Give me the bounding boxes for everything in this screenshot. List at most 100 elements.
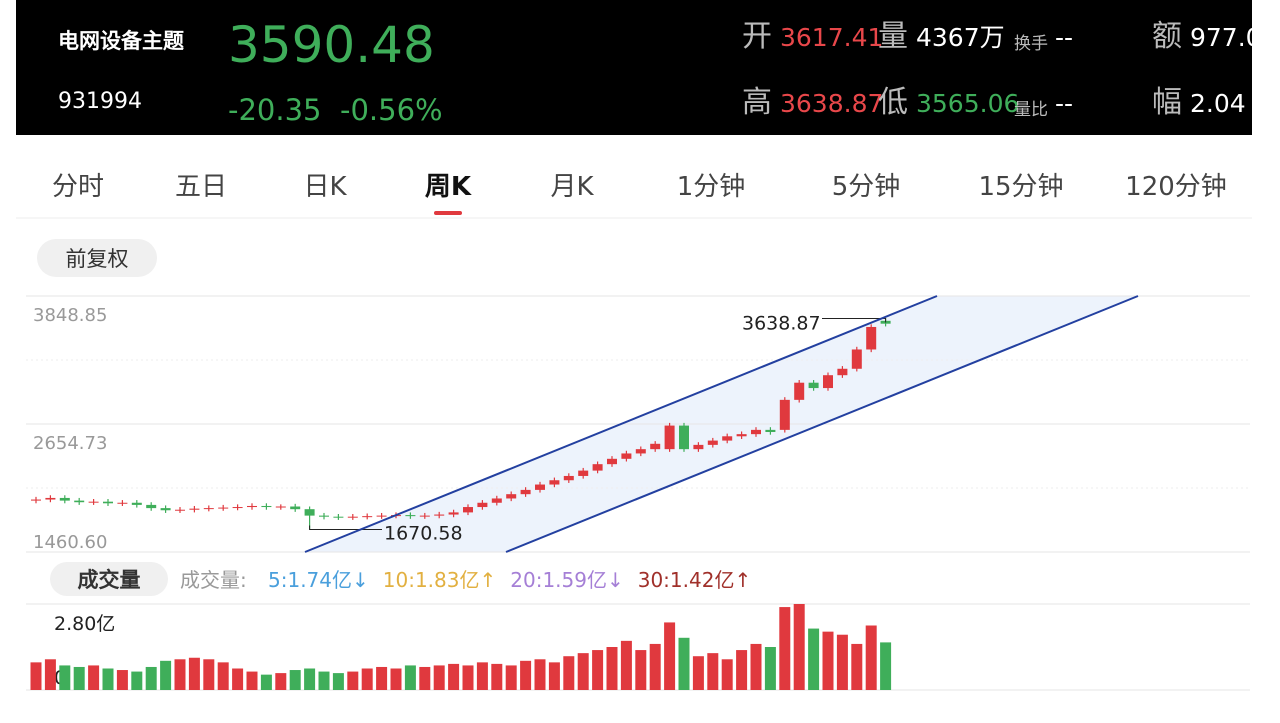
volume-legend: 20:1.59亿↓ — [510, 568, 623, 592]
tab[interactable]: 月K — [550, 172, 594, 202]
tab[interactable]: 120分钟 — [1125, 172, 1227, 202]
candle-body — [74, 500, 85, 503]
volume-bar — [289, 670, 301, 690]
candle-body — [722, 436, 733, 441]
volume-bar — [649, 643, 661, 690]
stat-label: 低 — [878, 85, 908, 120]
volume-bar — [592, 650, 604, 690]
high-pointer — [822, 318, 887, 323]
candle-body — [736, 434, 747, 437]
volume-bar — [174, 659, 186, 690]
candle-body — [59, 497, 70, 501]
candle-body — [275, 506, 286, 508]
volume-bar — [707, 653, 719, 690]
stat-label: 开 — [742, 19, 772, 54]
volume-bar — [404, 665, 416, 690]
volume-button[interactable] — [50, 562, 168, 596]
tab[interactable]: 周K — [425, 172, 472, 202]
volume-bar — [664, 622, 676, 690]
candle-body — [851, 349, 862, 369]
candle-body — [520, 489, 531, 495]
tab[interactable]: 五日 — [175, 172, 227, 202]
volume-tick-label: 2.80亿 — [54, 613, 115, 635]
candle-body — [189, 508, 200, 510]
candle-body — [491, 498, 502, 503]
stat-label: 量 — [878, 19, 908, 54]
tab[interactable]: 日K — [303, 172, 347, 202]
candle-body — [679, 425, 689, 450]
candle-body — [247, 505, 257, 508]
stat-value: 3638.87 — [780, 89, 883, 118]
volume-bar — [721, 659, 733, 690]
volume-bar — [692, 656, 704, 690]
index-name: 电网设备主题 — [58, 29, 185, 53]
volume-bar — [678, 637, 690, 690]
volume-legend: 30:1.42亿↑ — [638, 568, 751, 592]
chart: 1460.60 2654.73 3848.85 3638.87 1670.58 — [26, 295, 1250, 553]
high-label: 3638.87 — [742, 313, 821, 335]
edge — [1252, 0, 1280, 723]
candle-body — [535, 484, 545, 490]
candle-body — [290, 506, 301, 510]
volume-title[interactable]: 成交量 — [78, 568, 141, 592]
volume-bar — [476, 662, 488, 690]
volume-bar — [260, 674, 272, 690]
candle-body — [175, 509, 185, 511]
volume-bar — [736, 650, 748, 690]
candle-body — [319, 515, 329, 517]
y-tick-label: 2654.73 — [33, 433, 107, 454]
candle-body — [765, 429, 776, 433]
stat-value: 4367万 — [916, 23, 1005, 52]
tab[interactable]: 5分钟 — [832, 172, 901, 202]
stat-value: 3617.41 — [780, 23, 883, 52]
volume-bar — [390, 668, 402, 690]
tab[interactable]: 分时 — [52, 172, 104, 202]
volume-bar — [102, 668, 114, 690]
tab[interactable]: 15分钟 — [978, 172, 1063, 202]
change-pct: -0.56% — [340, 93, 443, 127]
candle-body — [635, 449, 646, 454]
stat-label: 换手 — [1014, 34, 1048, 54]
volume-bar — [851, 643, 863, 690]
volume-bar — [160, 660, 172, 690]
volume-bar — [635, 650, 647, 690]
candle-body — [333, 516, 344, 518]
candle-body — [131, 502, 142, 505]
y-tick-label: 1460.60 — [33, 532, 107, 553]
candle-body — [45, 497, 56, 500]
volume-bar — [145, 666, 157, 690]
tab[interactable]: 1分钟 — [677, 172, 746, 202]
volume-bar — [232, 668, 244, 690]
volume-legend: 5:1.74亿↓ — [268, 568, 369, 592]
volume-bar — [44, 659, 56, 690]
stats: 开 3617.41量 4367万 换手 -- 额 977.0 高 3638.87低 3565.06… — [742, 19, 1252, 120]
adjust-label[interactable]: 前复权 — [66, 247, 129, 271]
volume-bar — [779, 607, 791, 690]
candle-body — [751, 429, 761, 435]
candle-body — [261, 505, 272, 508]
volume-bar — [433, 665, 445, 690]
stat-label: 高 — [742, 85, 772, 120]
volume-bar — [606, 647, 618, 690]
candle-body — [607, 458, 617, 465]
volume-bar — [505, 665, 517, 690]
candle-body — [664, 425, 675, 450]
candle-body — [578, 470, 589, 476]
volume-bar — [822, 631, 834, 690]
candle-body — [463, 507, 473, 513]
candle-body — [866, 326, 877, 350]
adjust-button[interactable] — [37, 239, 157, 277]
volume-bar — [318, 671, 330, 690]
volume-bar — [332, 673, 344, 690]
volume-legend: 10:1.83亿↑ — [383, 568, 496, 592]
candle-body — [304, 509, 315, 516]
tab-indicator — [434, 211, 462, 215]
volume-bar — [304, 668, 316, 690]
volume-bar — [116, 670, 128, 690]
volume-bar — [419, 666, 431, 690]
y-tick-label: 3848.85 — [33, 305, 107, 326]
candle-body — [563, 475, 574, 481]
volume-bar — [548, 662, 560, 690]
candle-body — [146, 504, 157, 509]
